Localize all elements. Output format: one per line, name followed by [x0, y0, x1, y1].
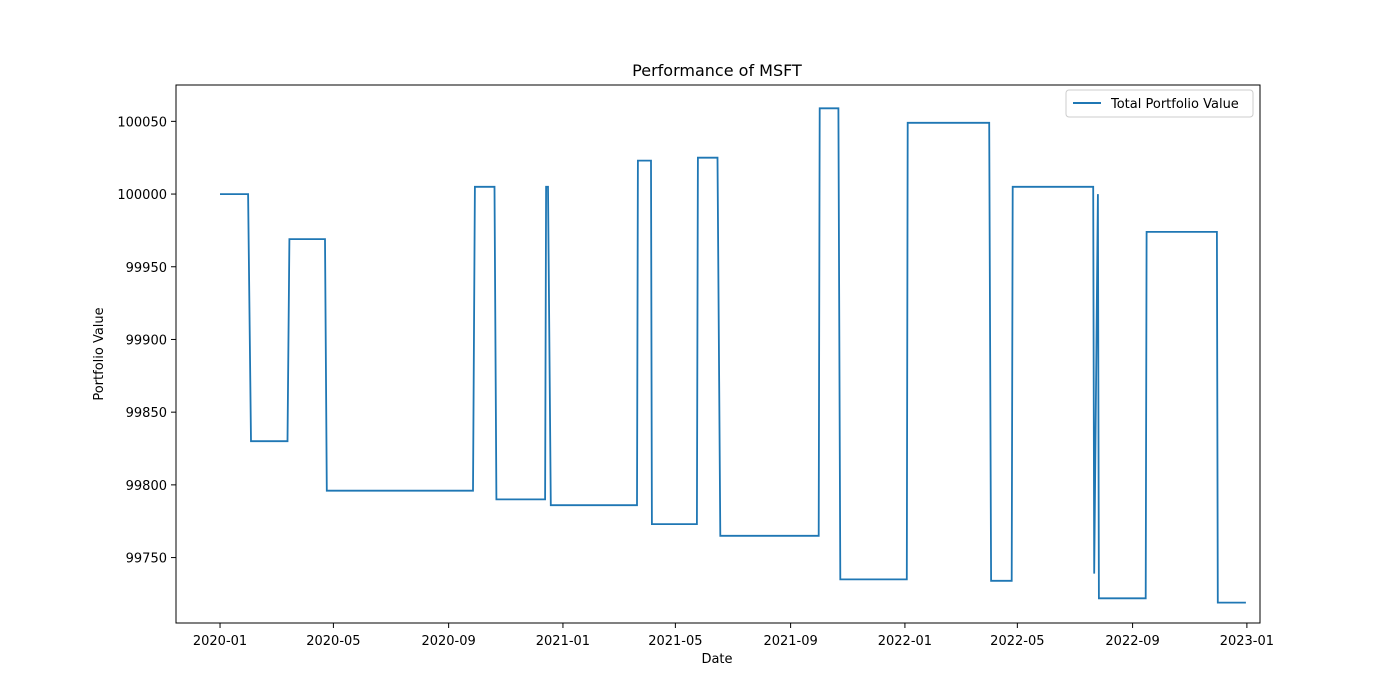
chart-title: Performance of MSFT [632, 61, 802, 80]
x-tick-label: 2021-05 [648, 634, 702, 649]
plot-area [175, 84, 1261, 624]
y-tick-label: 100050 [117, 115, 167, 130]
x-tick-label: 2023-01 [1220, 634, 1274, 649]
y-tick-label: 99850 [126, 406, 167, 421]
y-tick-label: 99900 [126, 333, 167, 348]
x-tick-label: 2021-09 [763, 634, 817, 649]
legend: Total Portfolio Value [1065, 89, 1254, 118]
x-tick-label: 2022-01 [878, 634, 932, 649]
x-axis-label: Date [701, 652, 732, 667]
x-tick-label: 2020-05 [306, 634, 360, 649]
legend-box [1065, 89, 1254, 118]
legend-label: Total Portfolio Value [1110, 97, 1239, 112]
x-axis: 2020-01 2020-05 2020-09 2021-01 2021-05 2021-… [193, 623, 1274, 649]
y-tick-label: 99800 [126, 479, 167, 494]
y-axis-label: Portfolio Value [92, 307, 107, 400]
y-tick-label: 99750 [126, 552, 167, 567]
y-axis: 99750 99800 99850 99900 99950 100000 100050 [117, 115, 176, 567]
x-tick-label: 2022-09 [1105, 634, 1159, 649]
x-tick-label: 2020-01 [193, 634, 247, 649]
y-tick-label: 99950 [126, 261, 167, 276]
series-layer [220, 107, 1246, 604]
x-tick-label: 2022-05 [990, 634, 1044, 649]
series-line-0 [220, 107, 1246, 604]
x-tick-label: 2021-01 [536, 634, 590, 649]
x-tick-label: 2020-09 [421, 634, 475, 649]
y-tick-label: 100000 [117, 188, 167, 203]
